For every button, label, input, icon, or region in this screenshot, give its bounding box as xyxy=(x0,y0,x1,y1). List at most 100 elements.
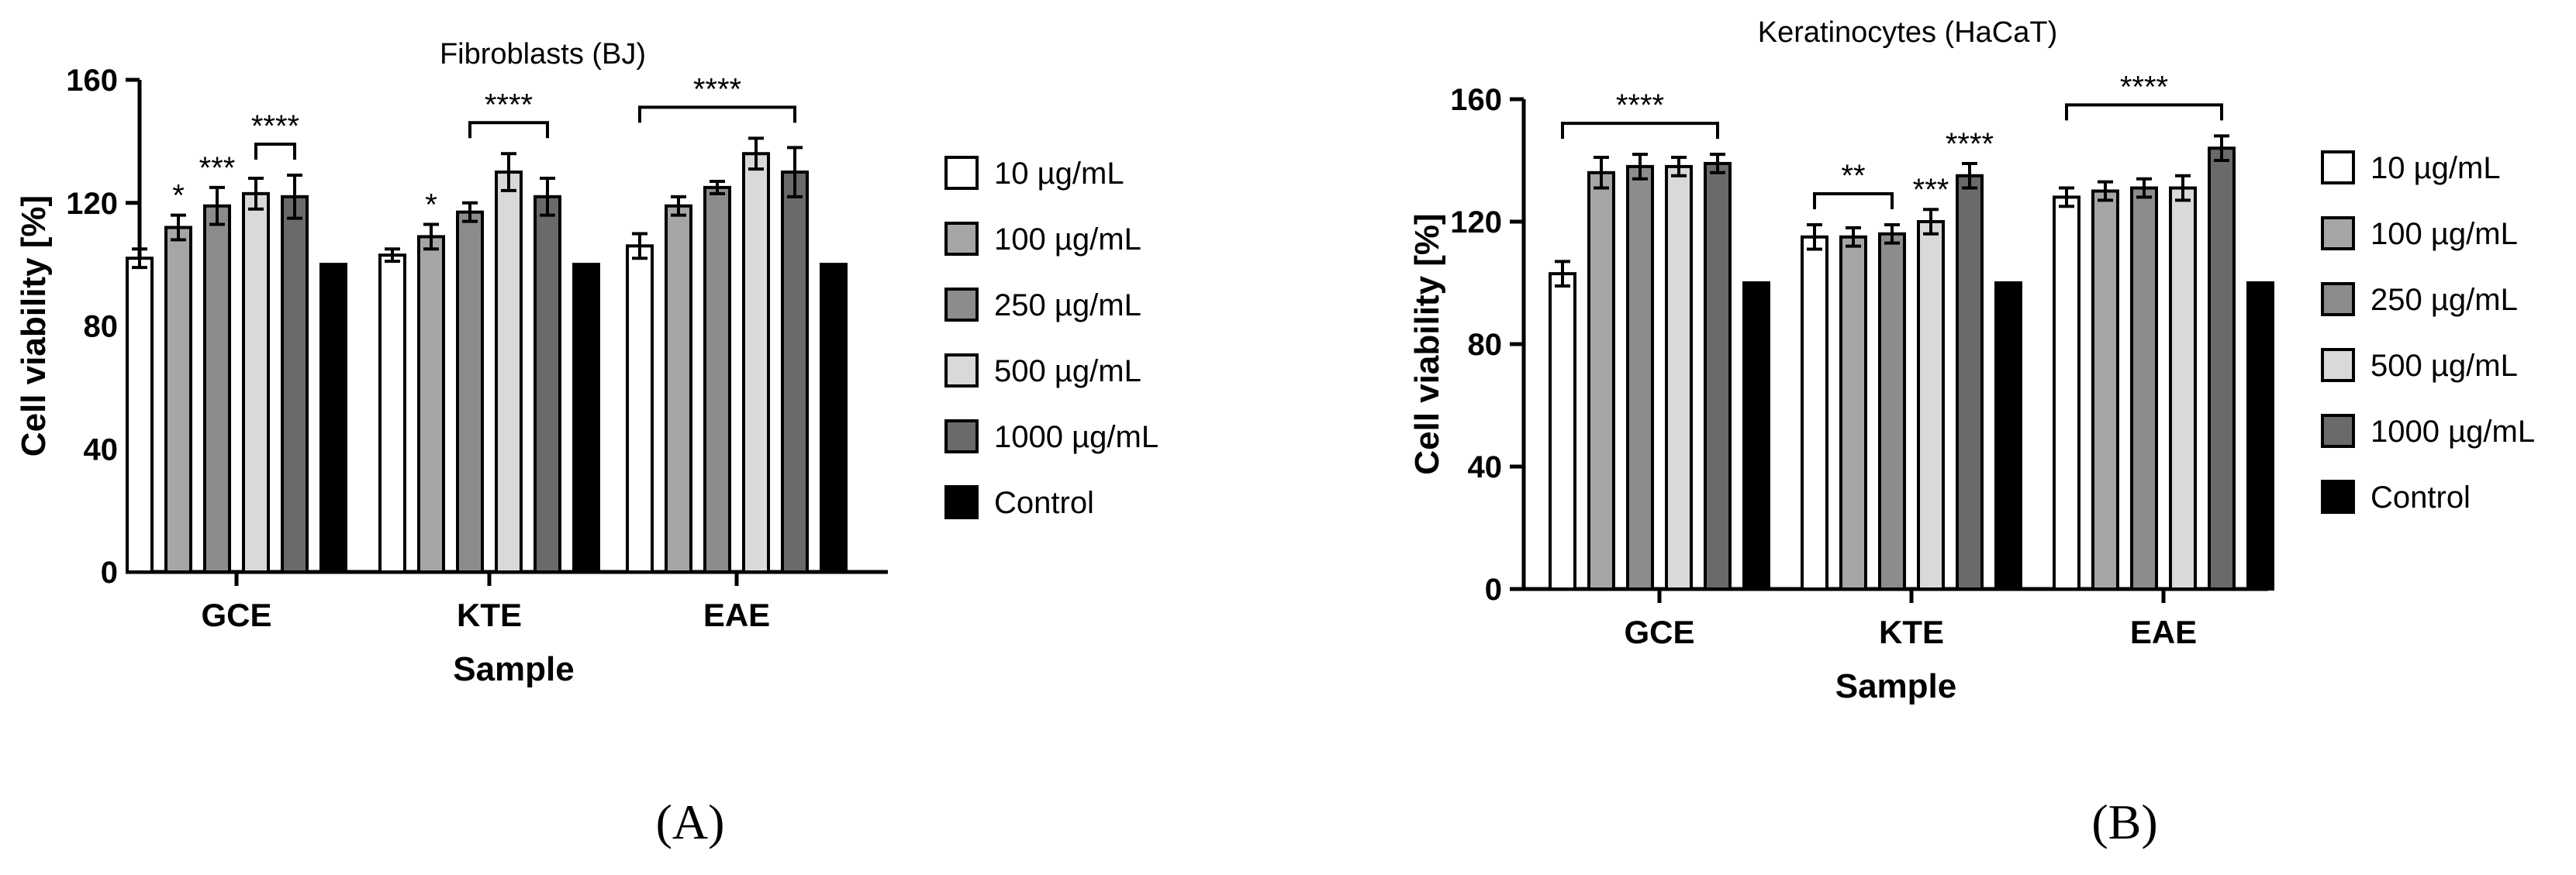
significance-label: ** xyxy=(1841,159,1865,193)
bar xyxy=(126,257,154,574)
y-axis-label: Cell viability [%] xyxy=(15,195,53,456)
significance-label: **** xyxy=(251,109,299,143)
legend-swatch xyxy=(2321,480,2355,514)
significance-label: * xyxy=(425,188,437,222)
legend-entry-label: 1000 µg/mL xyxy=(2371,415,2535,449)
significance-label: *** xyxy=(199,151,236,185)
bar xyxy=(781,171,809,574)
bar xyxy=(456,210,484,574)
y-tick-label: 40 xyxy=(1468,450,1503,484)
legend-entry-label: 250 µg/mL xyxy=(2371,283,2518,317)
significance-label: * xyxy=(172,179,185,213)
bar xyxy=(2091,189,2119,591)
significance-label: **** xyxy=(2120,70,2168,104)
x-axis-label: Sample xyxy=(1835,667,1957,705)
bar xyxy=(1665,164,1693,591)
legend-swatch xyxy=(944,222,979,256)
legend-swatch xyxy=(2321,150,2355,184)
legend-entry-label: 10 µg/mL xyxy=(2371,151,2501,185)
y-tick-label: 80 xyxy=(84,310,119,344)
legend-swatch xyxy=(2321,414,2355,448)
bar xyxy=(1917,220,1945,591)
bar xyxy=(2053,195,2080,591)
bar xyxy=(820,263,848,574)
legend-swatch xyxy=(944,156,979,190)
y-tick-label: 0 xyxy=(1485,573,1502,607)
x-axis-label: Sample xyxy=(453,650,575,688)
bar xyxy=(242,191,270,574)
legend-entry-label: Control xyxy=(2371,481,2471,515)
legend-swatch xyxy=(2321,282,2355,316)
significance-bracket xyxy=(1561,122,1719,140)
y-tick-label: 40 xyxy=(84,432,119,467)
bar xyxy=(378,253,406,574)
significance-bracket xyxy=(2065,103,2223,121)
legend-swatch xyxy=(2321,216,2355,250)
bar xyxy=(1878,232,1906,591)
y-tick-label: 120 xyxy=(1450,205,1502,239)
bar xyxy=(164,226,192,574)
x-tick-label: EAE xyxy=(703,597,770,633)
bar xyxy=(742,152,770,574)
bar xyxy=(203,204,231,574)
y-axis-label: Cell viability [%] xyxy=(1408,213,1446,474)
bar xyxy=(281,195,309,574)
bar xyxy=(417,235,445,574)
legend-swatch xyxy=(944,485,979,519)
y-tick-label: 0 xyxy=(101,556,118,590)
significance-label: **** xyxy=(693,72,741,106)
bar xyxy=(2130,186,2158,591)
legend-entry-label: 100 µg/mL xyxy=(2371,217,2518,251)
legend-entry-label: 1000 µg/mL xyxy=(994,420,1159,454)
legend-swatch xyxy=(944,353,979,388)
bar xyxy=(1956,174,1984,591)
bar xyxy=(572,263,600,574)
x-tick-label: KTE xyxy=(1879,614,1944,650)
bar xyxy=(1626,164,1654,591)
significance-bracket xyxy=(254,143,296,160)
chart-panel-a: Fibroblasts (BJ) 0 40 80 120 160 Cell viabilit… xyxy=(15,38,1159,688)
bar xyxy=(2208,146,2236,591)
bar xyxy=(1742,281,1770,591)
legend-swatch xyxy=(944,288,979,322)
y-tick-label: 120 xyxy=(66,187,118,221)
bar xyxy=(665,204,692,574)
y-tick-label: 160 xyxy=(66,64,118,98)
legend-entry-label: 250 µg/mL xyxy=(994,288,1141,322)
x-tick-label: EAE xyxy=(2130,614,2197,650)
significance-bracket xyxy=(1813,191,1894,209)
panel-label-a: (A) xyxy=(656,794,725,849)
bar xyxy=(319,263,347,574)
bar xyxy=(1994,281,2022,591)
significance-label: **** xyxy=(1946,127,1994,161)
significance-label: **** xyxy=(1616,88,1664,122)
bar xyxy=(495,171,523,574)
bar xyxy=(1704,161,1732,591)
x-tick-label: GCE xyxy=(1624,614,1694,650)
bar xyxy=(2169,186,2197,591)
bar xyxy=(1839,235,1867,591)
legend-entry-label: 500 µg/mL xyxy=(994,354,1141,388)
significance-label: *** xyxy=(1913,173,1949,207)
chart-title: Keratinocytes (HaCaT) xyxy=(1758,16,2057,49)
y-tick-label: 80 xyxy=(1468,328,1503,362)
panel-label-b: (B) xyxy=(2091,794,2157,849)
bar xyxy=(626,244,654,574)
significance-bracket xyxy=(638,105,796,123)
significance-label: **** xyxy=(485,88,533,122)
x-tick-label: GCE xyxy=(201,597,271,633)
legend-entry-label: Control xyxy=(994,486,1094,520)
legend-swatch xyxy=(2321,348,2355,382)
significance-bracket xyxy=(468,121,549,139)
chart-title: Fibroblasts (BJ) xyxy=(440,38,646,71)
legend-entry-label: 100 µg/mL xyxy=(994,222,1141,257)
y-tick-label: 160 xyxy=(1450,83,1502,117)
legend-entry-label: 500 µg/mL xyxy=(2371,349,2518,383)
bar xyxy=(1801,235,1828,591)
chart-panel-b: Keratinocytes (HaCaT) 0 40 80 120 160 Cell via… xyxy=(1408,16,2535,705)
bar xyxy=(2246,281,2274,591)
bar xyxy=(1549,272,1576,591)
bar xyxy=(1587,171,1615,591)
bar xyxy=(703,185,731,574)
